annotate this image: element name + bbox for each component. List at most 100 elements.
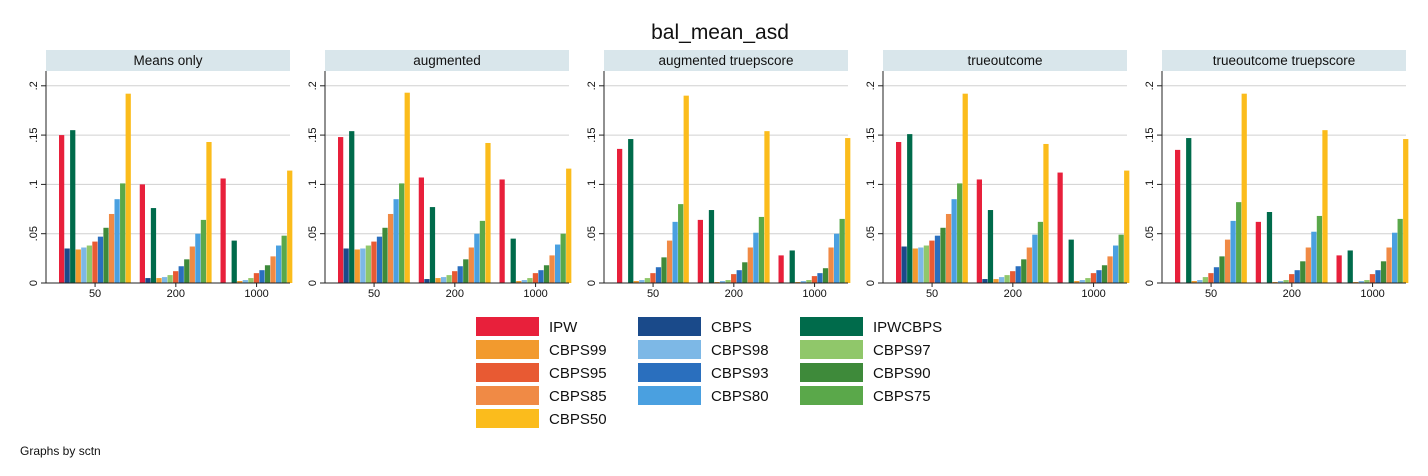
- y-tick-label: .15: [1144, 127, 1156, 142]
- bar-cbps90: [264, 265, 271, 283]
- bar-cbps93: [1096, 270, 1102, 283]
- x-tick-label: 200: [1283, 288, 1301, 300]
- bar-cbps93: [376, 236, 383, 283]
- bar-cbps75: [560, 233, 566, 283]
- bar-cbps95: [650, 273, 656, 283]
- bar-cbps80: [555, 244, 561, 283]
- legend-item-cbps99: CBPS99: [476, 340, 607, 359]
- bar-cbps75: [758, 216, 765, 283]
- bar-cbps85: [828, 247, 834, 283]
- bar-ipw: [1255, 221, 1261, 283]
- x-tick-label: 50: [926, 288, 938, 300]
- bar-cbps75: [120, 183, 126, 283]
- x-tick-label: 1000: [1081, 288, 1105, 300]
- bar-cbps98: [1197, 280, 1203, 283]
- bar-cbps98: [998, 277, 1005, 283]
- panel-title: trueoutcome: [967, 53, 1042, 68]
- graphs-by-note: Graphs by sctn: [20, 444, 101, 458]
- bar-cbps80: [1032, 234, 1038, 283]
- bar-cbps98: [918, 247, 924, 283]
- bar-ipwcbps: [987, 210, 994, 283]
- bar-cbps97: [644, 278, 650, 283]
- y-tick-label: .05: [586, 226, 598, 241]
- x-tick-label: 200: [1004, 288, 1022, 300]
- bar-cbps80: [474, 233, 480, 283]
- bar-ipwcbps: [708, 210, 715, 283]
- bar-cbps95: [1208, 273, 1214, 283]
- bar-cbps99: [1074, 281, 1080, 283]
- y-tick-label: 0: [586, 280, 598, 286]
- bar-cbps85: [549, 255, 555, 283]
- legend-swatch: [800, 317, 863, 336]
- bar-cbps93: [817, 273, 823, 283]
- bar-ipwcbps: [429, 207, 436, 283]
- y-tick-label: .1: [307, 180, 319, 189]
- legend-item-cbps50: CBPS50: [476, 409, 607, 428]
- x-tick-label: 50: [647, 288, 659, 300]
- legend-swatch: [638, 386, 701, 405]
- legend-item-cbps80: CBPS80: [638, 386, 769, 405]
- bar-cbps75: [200, 219, 207, 283]
- bar-cbps50: [566, 168, 572, 283]
- y-tick-label: .1: [28, 180, 40, 189]
- panel-title: augmented truepscore: [658, 53, 793, 68]
- bar-ipw: [139, 184, 145, 283]
- legend-swatch: [476, 363, 539, 382]
- bar-cbps90: [1101, 265, 1108, 283]
- legend-label: CBPS97: [873, 342, 931, 359]
- bar-ipw: [418, 177, 424, 283]
- bar-cbps95: [1369, 274, 1376, 283]
- bar-cbps98: [81, 247, 87, 283]
- y-tick-label: .2: [865, 81, 877, 90]
- bar-ipwcbps: [789, 250, 795, 283]
- y-tick-label: .15: [865, 127, 877, 142]
- bar-cbps97: [365, 245, 371, 283]
- bar-cbps75: [957, 183, 963, 283]
- bar-ipw: [1057, 172, 1063, 283]
- bar-cbps75: [1118, 234, 1124, 283]
- bar-cbps99: [354, 249, 360, 283]
- legend-label: CBPS95: [549, 365, 607, 382]
- bar-cbps97: [248, 278, 254, 283]
- bar-cbps75: [1397, 218, 1403, 283]
- bar-cbps93: [178, 266, 184, 283]
- bar-ipw: [896, 141, 902, 283]
- legend-item-cbps85: CBPS85: [476, 386, 607, 405]
- bar-cbps90: [463, 259, 469, 283]
- bar-cbps97: [1364, 280, 1370, 283]
- panel-strip: [1162, 50, 1406, 71]
- panel-1: augmented 0 .05 .1 .15 .2 50 200 1000: [307, 50, 572, 300]
- legend-label: CBPS: [711, 319, 752, 336]
- bar-ipw: [499, 179, 505, 283]
- y-tick-label: .2: [307, 81, 319, 90]
- legend-label: CBPS98: [711, 342, 769, 359]
- bar-cbps98: [1277, 281, 1284, 283]
- y-tick-label: .05: [307, 226, 319, 241]
- x-tick-label: 1000: [523, 288, 547, 300]
- bar-cbps97: [1283, 280, 1289, 283]
- bar-cbps95: [452, 271, 458, 283]
- panel-strip: [325, 50, 569, 71]
- bar-cbps75: [839, 218, 845, 283]
- bar-cbps80: [393, 199, 399, 283]
- bar-cbps95: [1090, 273, 1097, 283]
- bar-cbps99: [1191, 281, 1197, 283]
- legend-swatch: [476, 409, 539, 428]
- bar-cbps99: [993, 279, 999, 283]
- bar-cbps90: [1021, 259, 1027, 283]
- bar-cbps95: [253, 273, 260, 283]
- bar-cbps93: [736, 270, 742, 283]
- legend-item-ipwcbps: IPWCBPS: [800, 317, 942, 336]
- bar-cbps50: [683, 95, 689, 284]
- legend-item-cbps97: CBPS97: [800, 340, 931, 359]
- bar-cbps97: [1085, 278, 1091, 283]
- bar-cbps98: [161, 277, 168, 283]
- bar-ipwcbps: [907, 134, 913, 283]
- legend-label: CBPS93: [711, 365, 769, 382]
- bar-cbps99: [435, 278, 441, 283]
- bar-cbps97: [527, 278, 533, 283]
- bar-cbps97: [806, 280, 812, 283]
- bar-cbps85: [1305, 247, 1311, 283]
- bar-cbps90: [543, 265, 550, 283]
